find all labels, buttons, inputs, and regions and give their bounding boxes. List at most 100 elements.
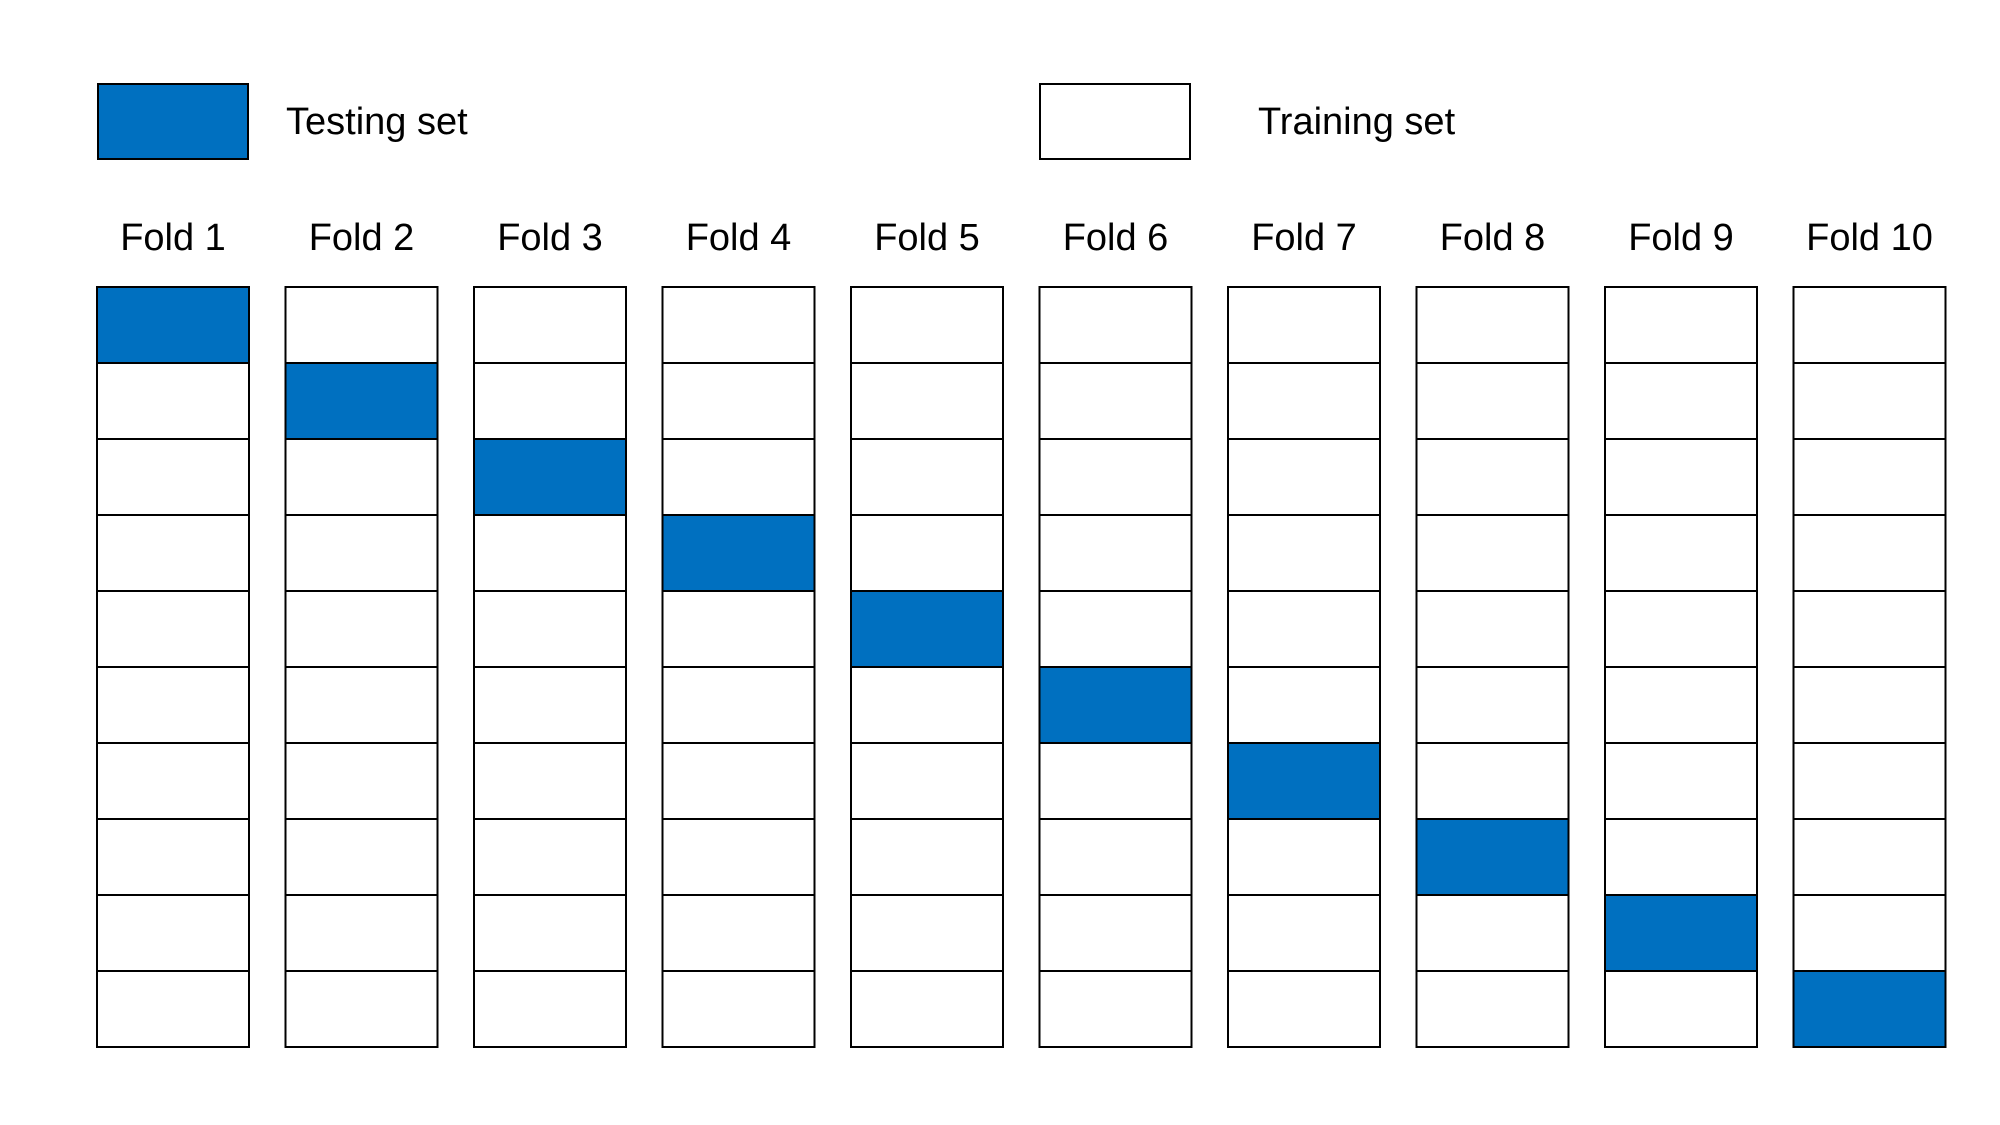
fold-cell-training — [1227, 666, 1381, 744]
fold-cell-training — [473, 970, 627, 1048]
fold-cell-training — [473, 742, 627, 820]
fold-cell-training — [1604, 666, 1758, 744]
fold-cell-training — [1792, 742, 1947, 820]
fold-cell-training — [1604, 742, 1758, 820]
fold-column: Fold 9 — [1604, 217, 1758, 1048]
fold-cell-training — [850, 742, 1004, 820]
fold-cell-training — [284, 286, 439, 364]
fold-cell-training — [850, 666, 1004, 744]
fold-cell-training — [850, 286, 1004, 364]
fold-cell-testing — [473, 438, 627, 516]
fold-cell-training — [284, 590, 439, 668]
fold-cell-training — [96, 514, 250, 592]
fold-cell-testing — [850, 590, 1004, 668]
fold-cell-training — [1415, 438, 1570, 516]
fold-label: Fold 1 — [120, 217, 226, 259]
fold-cell-training — [284, 438, 439, 516]
fold-cell-training — [661, 894, 816, 972]
fold-cell-training — [284, 514, 439, 592]
fold-label: Fold 3 — [497, 217, 603, 259]
fold-label: Fold 8 — [1440, 217, 1546, 259]
legend-swatch-training — [1039, 83, 1191, 160]
fold-cell-training — [661, 362, 816, 440]
fold-cell-training — [1792, 590, 1947, 668]
fold-label: Fold 4 — [686, 217, 792, 259]
legend-label-testing: Testing set — [286, 101, 468, 143]
fold-cell-training — [96, 666, 250, 744]
fold-cell-training — [284, 666, 439, 744]
fold-cell-training — [1227, 894, 1381, 972]
fold-cell-training — [473, 818, 627, 896]
fold-cell-training — [661, 970, 816, 1048]
fold-label: Fold 2 — [309, 217, 415, 259]
fold-label: Fold 7 — [1251, 217, 1357, 259]
fold-cell-training — [1792, 286, 1947, 364]
fold-column: Fold 7 — [1227, 217, 1381, 1048]
fold-column: Fold 8 — [1415, 217, 1570, 1048]
fold-column: Fold 4 — [661, 217, 816, 1048]
fold-cell-training — [1792, 514, 1947, 592]
legend-swatch-testing — [97, 83, 249, 160]
fold-cell-training — [96, 970, 250, 1048]
fold-cell-testing — [1038, 666, 1193, 744]
fold-label: Fold 10 — [1806, 217, 1933, 259]
fold-cell-training — [473, 590, 627, 668]
fold-cell-training — [96, 362, 250, 440]
fold-cell-training — [1604, 438, 1758, 516]
fold-cell-training — [1227, 362, 1381, 440]
fold-cell-testing — [1792, 970, 1947, 1048]
fold-cell-training — [1792, 894, 1947, 972]
fold-cell-training — [1227, 438, 1381, 516]
fold-cell-training — [1227, 590, 1381, 668]
fold-cell-training — [661, 742, 816, 820]
fold-cell-training — [1415, 894, 1570, 972]
fold-cell-training — [661, 590, 816, 668]
fold-cell-testing — [1227, 742, 1381, 820]
fold-cell-training — [473, 894, 627, 972]
fold-cell-testing — [1604, 894, 1758, 972]
fold-cell-training — [850, 894, 1004, 972]
fold-cell-training — [1038, 590, 1193, 668]
fold-cell-training — [284, 970, 439, 1048]
fold-cell-training — [1038, 894, 1193, 972]
fold-cell-training — [473, 362, 627, 440]
fold-cell-training — [1604, 514, 1758, 592]
fold-cell-training — [1415, 742, 1570, 820]
fold-cell-training — [1604, 818, 1758, 896]
fold-cell-training — [1227, 514, 1381, 592]
fold-cell-training — [96, 818, 250, 896]
fold-cell-training — [284, 894, 439, 972]
fold-cell-training — [1038, 742, 1193, 820]
fold-cell-training — [1038, 362, 1193, 440]
fold-cell-training — [1415, 666, 1570, 744]
fold-cell-training — [1038, 286, 1193, 364]
fold-column: Fold 5 — [850, 217, 1004, 1048]
fold-cell-testing — [1415, 818, 1570, 896]
fold-cell-training — [473, 666, 627, 744]
fold-column: Fold 1 — [96, 217, 250, 1048]
fold-cell-training — [850, 362, 1004, 440]
fold-cell-training — [1227, 286, 1381, 364]
fold-cell-training — [284, 742, 439, 820]
fold-label: Fold 5 — [874, 217, 980, 259]
fold-column: Fold 3 — [473, 217, 627, 1048]
fold-cell-training — [473, 514, 627, 592]
fold-cell-training — [1604, 286, 1758, 364]
fold-cell-training — [1604, 590, 1758, 668]
fold-cell-training — [284, 818, 439, 896]
fold-column: Fold 2 — [284, 217, 439, 1048]
fold-cell-training — [1038, 970, 1193, 1048]
fold-cell-training — [96, 894, 250, 972]
fold-cell-training — [1227, 818, 1381, 896]
fold-cell-training — [850, 438, 1004, 516]
fold-cell-training — [1415, 970, 1570, 1048]
fold-cell-training — [1038, 514, 1193, 592]
fold-cell-training — [1792, 666, 1947, 744]
fold-column: Fold 6 — [1038, 217, 1193, 1048]
fold-cell-training — [96, 590, 250, 668]
fold-cell-training — [1415, 286, 1570, 364]
fold-column: Fold 10 — [1792, 217, 1947, 1048]
legend-label-training: Training set — [1258, 101, 1456, 143]
